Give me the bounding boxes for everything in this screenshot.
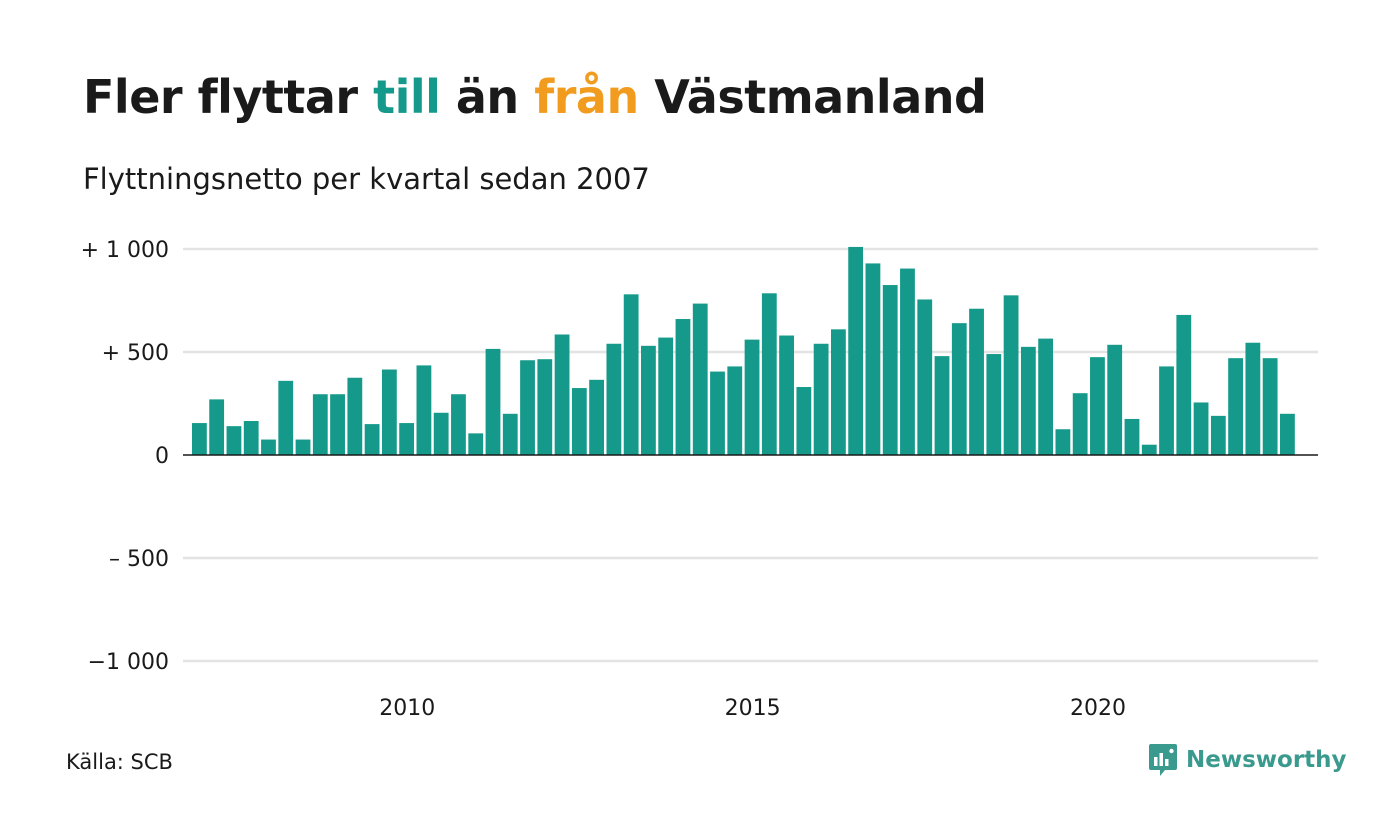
newsworthy-logo-icon xyxy=(1149,744,1177,776)
bar xyxy=(848,246,864,455)
chart-subtitle: Flyttningsnetto per kvartal sedan 2007 xyxy=(83,162,650,196)
bar xyxy=(485,348,501,455)
bar xyxy=(1141,444,1157,455)
bar xyxy=(710,371,725,455)
bar xyxy=(278,380,294,455)
bar xyxy=(1107,344,1123,455)
bar xyxy=(243,421,259,455)
bar xyxy=(1124,418,1140,455)
bar xyxy=(865,263,881,455)
bar xyxy=(882,285,898,455)
bar xyxy=(589,379,605,455)
bar xyxy=(312,394,328,455)
bar xyxy=(261,439,276,455)
title-part3: Västmanland xyxy=(638,70,987,124)
bar xyxy=(744,339,760,455)
bar xyxy=(917,299,933,455)
bar xyxy=(433,412,449,455)
title-fran: från xyxy=(534,70,639,124)
x-tick-label: 2020 xyxy=(1070,696,1126,721)
bar xyxy=(934,356,950,455)
bar xyxy=(1055,429,1071,455)
bar xyxy=(1159,366,1174,455)
y-tick-label: – 500 xyxy=(109,547,169,572)
x-axis-labels: 2010 2015 2020 xyxy=(379,696,1126,721)
bar xyxy=(623,294,639,455)
bar xyxy=(1280,413,1295,455)
title-till: till xyxy=(373,70,441,124)
source-note: Källa: SCB xyxy=(66,750,173,774)
bar xyxy=(451,394,466,455)
title-part1: Fler flyttar xyxy=(83,70,374,124)
bar xyxy=(813,343,829,455)
bar xyxy=(727,366,743,455)
bar xyxy=(761,293,777,455)
bar xyxy=(364,424,380,455)
bar xyxy=(571,388,587,455)
bar xyxy=(951,323,967,455)
bar xyxy=(1262,358,1278,455)
bar xyxy=(192,423,207,455)
bar xyxy=(537,359,553,455)
y-tick-label: 0 xyxy=(155,444,169,469)
bar xyxy=(1210,415,1226,455)
bar xyxy=(779,335,794,455)
bar xyxy=(468,433,484,455)
bar xyxy=(641,345,656,455)
y-tick-label: + 1 000 xyxy=(81,238,169,263)
bar xyxy=(1228,358,1243,455)
bar xyxy=(675,319,691,455)
bar xyxy=(1038,338,1054,455)
bar xyxy=(1090,357,1105,455)
bar xyxy=(1003,295,1019,455)
bar xyxy=(606,343,622,455)
bar xyxy=(295,439,311,455)
bar xyxy=(796,387,812,455)
bar xyxy=(1020,346,1036,455)
bar xyxy=(226,426,242,455)
bar xyxy=(1072,393,1088,455)
y-tick-label: −1 000 xyxy=(88,650,169,675)
bar xyxy=(692,303,708,455)
bar xyxy=(658,337,674,455)
bar xyxy=(416,365,432,455)
chart-title: Fler flyttar till än från Västmanland xyxy=(83,70,987,124)
bar xyxy=(209,399,225,455)
bars xyxy=(192,246,1295,455)
bar xyxy=(554,334,570,455)
bar xyxy=(381,369,397,455)
bar xyxy=(900,268,915,455)
bar xyxy=(830,329,846,455)
bar xyxy=(399,423,415,455)
x-tick-label: 2015 xyxy=(725,696,781,721)
bar xyxy=(986,354,1002,455)
brand-logo[interactable]: Newsworthy xyxy=(1148,742,1347,778)
title-part2: än xyxy=(440,70,535,124)
bar xyxy=(1193,402,1209,455)
y-axis-labels: + 1 000 + 500 0 – 500 −1 000 xyxy=(81,238,169,675)
bar xyxy=(520,360,535,455)
brand-name: Newsworthy xyxy=(1186,747,1347,773)
bar xyxy=(969,308,984,455)
bar xyxy=(330,394,345,455)
bar xyxy=(1176,314,1192,455)
y-tick-label: + 500 xyxy=(102,341,169,366)
x-tick-label: 2010 xyxy=(379,696,435,721)
bar xyxy=(1245,342,1261,455)
bar xyxy=(347,377,363,455)
bar xyxy=(502,413,518,455)
